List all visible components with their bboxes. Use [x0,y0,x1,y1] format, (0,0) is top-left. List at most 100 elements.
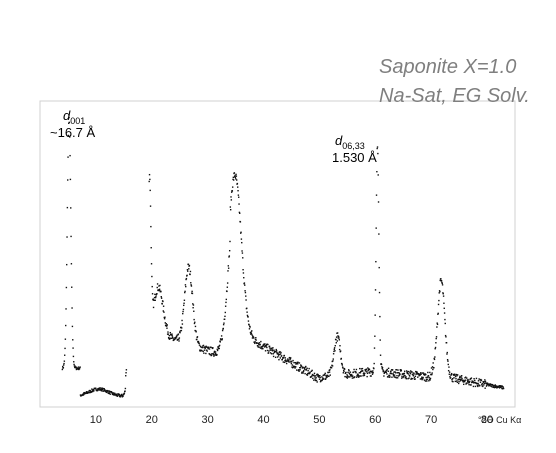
data-point [419,373,421,375]
data-point [467,378,469,381]
data-point [400,369,403,372]
data-point [410,378,412,380]
data-point [278,353,281,356]
data-point [292,359,294,362]
data-point [458,380,460,383]
data-point [292,366,295,368]
data-point [474,379,476,382]
data-point [65,324,67,327]
data-point [419,378,422,380]
data-point [369,372,371,374]
data-point [479,381,482,383]
data-point [322,374,324,377]
data-point [193,322,196,325]
data-point [232,176,235,179]
data-point [263,346,266,348]
data-point [73,363,75,366]
data-point [299,367,302,369]
data-point [302,370,305,373]
data-point [65,308,67,310]
data-point [162,300,164,303]
data-point [492,386,495,388]
data-point [440,278,442,280]
data-point [247,320,250,322]
data-point [373,367,375,370]
data-point [402,375,405,378]
data-point [204,347,206,350]
data-point [490,385,492,387]
data-point [301,371,303,373]
data-point [470,377,473,379]
data-point [62,367,65,369]
data-point [374,335,376,337]
data-point [455,380,458,382]
data-point [413,373,415,375]
data-point [448,373,450,375]
data-point [213,355,215,357]
data-point [452,380,454,383]
data-point [447,363,449,366]
data-point [297,361,299,364]
data-point [213,351,215,353]
data-point [455,373,458,376]
data-point [403,374,405,376]
data-point [66,236,68,238]
data-point [405,378,408,380]
data-point [301,372,303,374]
data-point [150,225,152,228]
data-point [501,388,504,390]
data-point [381,366,383,368]
data-point [355,368,358,371]
data-point [310,370,313,372]
data-point [496,385,498,388]
data-point [284,359,287,361]
data-point [435,342,437,344]
data-point [64,354,66,356]
data-point [436,322,438,324]
data-point [411,371,413,373]
data-point [351,374,353,376]
data-point [335,338,337,341]
data-point [217,346,219,348]
data-point [391,376,393,378]
data-point [352,371,355,373]
data-point [313,379,315,381]
data-point [184,284,187,286]
data-point [442,292,444,294]
data-point [221,339,223,341]
annotation-d06-33: d06,33 1.530 Å [332,133,377,165]
data-point [483,380,485,383]
data-point [377,152,379,155]
data-point [470,384,472,386]
data-point [61,365,64,368]
data-point [189,270,192,273]
data-point [347,376,350,378]
data-point [186,274,188,277]
data-point [271,349,273,351]
data-point [349,376,351,378]
data-point [353,368,355,371]
data-point [502,386,504,388]
data-point [289,361,291,363]
annotation-d001: d001 ~16.7 Å [50,108,96,140]
data-point [363,372,365,374]
data-point [331,365,334,367]
data-point [150,247,152,249]
data-point [274,356,277,359]
data-point [64,338,67,340]
data-point [298,369,300,371]
data-point [395,369,398,371]
data-point [434,348,436,350]
data-point [380,363,383,366]
data-point [326,374,329,377]
data-point [201,350,203,352]
data-point [423,373,425,375]
sample-name: Saponite X=1.0 [379,56,517,78]
data-point [472,380,474,383]
data-point [415,373,417,375]
data-point [434,346,437,349]
data-point [235,175,238,177]
data-point [482,385,484,388]
data-point [363,373,365,376]
data-point [382,370,385,372]
